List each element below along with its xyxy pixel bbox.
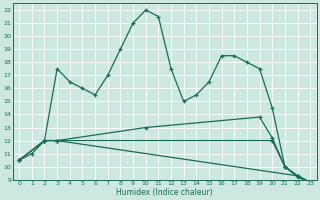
X-axis label: Humidex (Indice chaleur): Humidex (Indice chaleur) (116, 188, 213, 197)
